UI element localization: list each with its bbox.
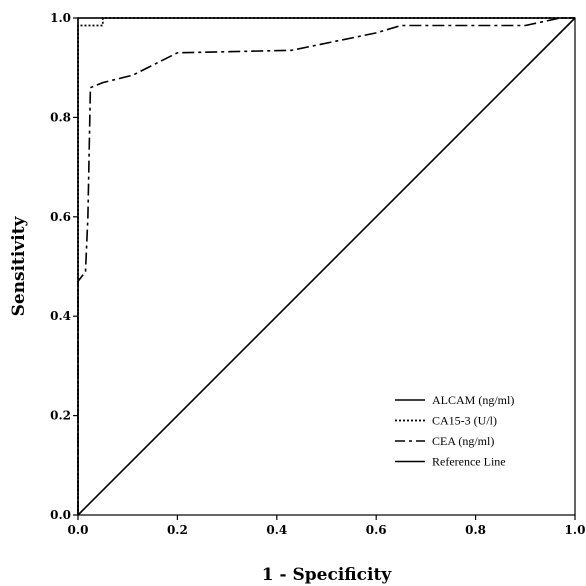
y-tick-label-5: 1.0: [50, 11, 71, 25]
y-tick-label-0: 0.0: [50, 508, 71, 522]
legend-label-0: ALCAM (ng/ml): [432, 393, 514, 407]
y-tick-label-3: 0.6: [50, 210, 71, 224]
legend-label-1: CA15-3 (U/l): [432, 414, 497, 428]
legend-label-2: CEA (ng/ml): [432, 434, 494, 448]
ticks-layer: 0.0 0.2 0.4 0.6 0.8 1.0 0.0 0.2 0.4 0.6 0.8 1.0: [50, 11, 585, 537]
x-tick-label-5: 1.0: [565, 523, 586, 537]
x-tick-label-3: 0.6: [366, 523, 387, 537]
y-tick-label-4: 0.8: [50, 110, 71, 124]
x-axis-title: 1 - Specificity: [262, 565, 393, 585]
x-tick-label-0: 0.0: [68, 523, 89, 537]
y-axis-title: Sensitivity: [9, 215, 29, 316]
x-tick-label-2: 0.4: [266, 523, 287, 537]
series-line-2: [77, 17, 575, 515]
legend-label-3: Reference Line: [432, 455, 506, 469]
legend: ALCAM (ng/ml) CA15-3 (U/l) CEA (ng/ml) Refe…: [395, 393, 514, 469]
series-line-3: [77, 17, 576, 516]
x-tick-label-4: 0.8: [465, 523, 486, 537]
x-tick-label-1: 0.2: [167, 523, 188, 537]
y-tick-label-1: 0.2: [50, 409, 71, 423]
y-tick-label-2: 0.4: [50, 309, 71, 323]
